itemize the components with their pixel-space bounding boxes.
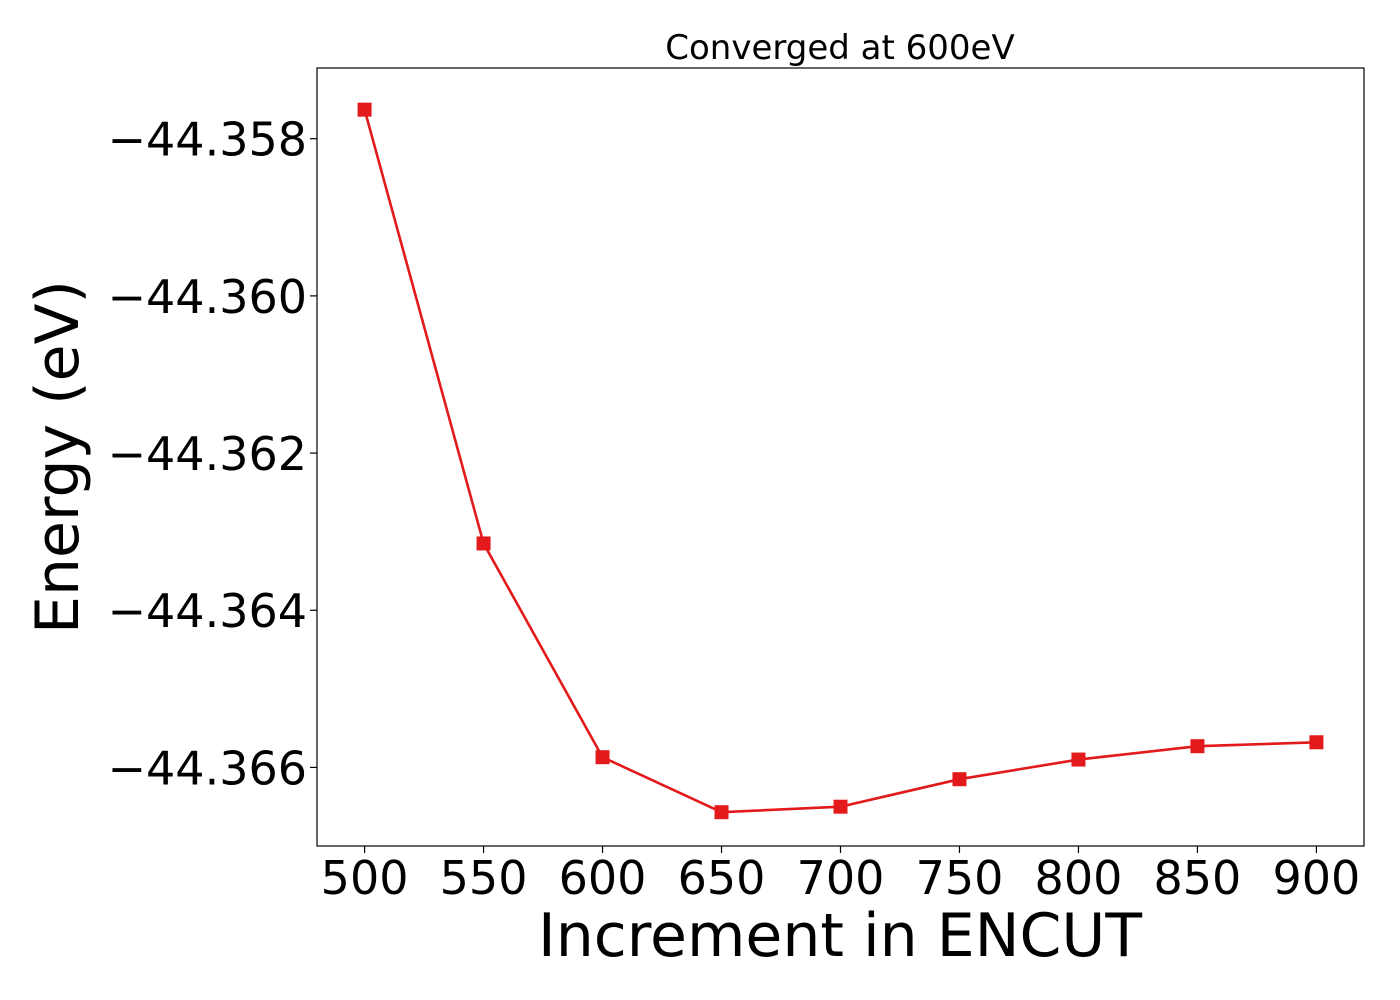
data-point-marker [833, 799, 848, 814]
x-axis: 500 550 600 650 700 750 800 850 900 [321, 846, 1361, 905]
x-tick-label: 650 [678, 851, 766, 905]
data-point-marker [357, 102, 372, 117]
y-axis: −44.358 −44.360 −44.362 −44.364 −44.366 [108, 113, 317, 795]
data-point-marker [476, 536, 491, 551]
x-tick-label: 850 [1154, 851, 1242, 905]
data-point-marker [952, 772, 967, 787]
y-tick-label: −44.360 [108, 270, 308, 324]
y-tick-label: −44.358 [108, 113, 308, 167]
x-tick-label: 500 [321, 851, 409, 905]
x-tick-label: 550 [440, 851, 528, 905]
y-axis-label: Energy (eV) [23, 280, 93, 634]
x-tick-label: 700 [797, 851, 885, 905]
data-point-marker [714, 805, 729, 820]
x-tick-label: 600 [559, 851, 647, 905]
x-axis-label: Increment in ENCUT [538, 901, 1142, 971]
x-tick-label: 750 [916, 851, 1004, 905]
series-layer [357, 102, 1324, 820]
x-tick-label: 800 [1035, 851, 1123, 905]
data-point-marker [1071, 752, 1086, 767]
y-tick-label: −44.362 [108, 427, 308, 481]
y-tick-label: −44.366 [108, 741, 308, 795]
series-line [363, 109, 1317, 814]
data-point-marker [1190, 739, 1205, 754]
y-tick-label: −44.364 [108, 584, 308, 638]
chart-title: Converged at 600eV [665, 28, 1014, 68]
x-tick-label: 900 [1273, 851, 1361, 905]
data-point-marker [1309, 735, 1324, 750]
data-point-marker [595, 750, 610, 765]
plot-frame [316, 67, 1365, 847]
